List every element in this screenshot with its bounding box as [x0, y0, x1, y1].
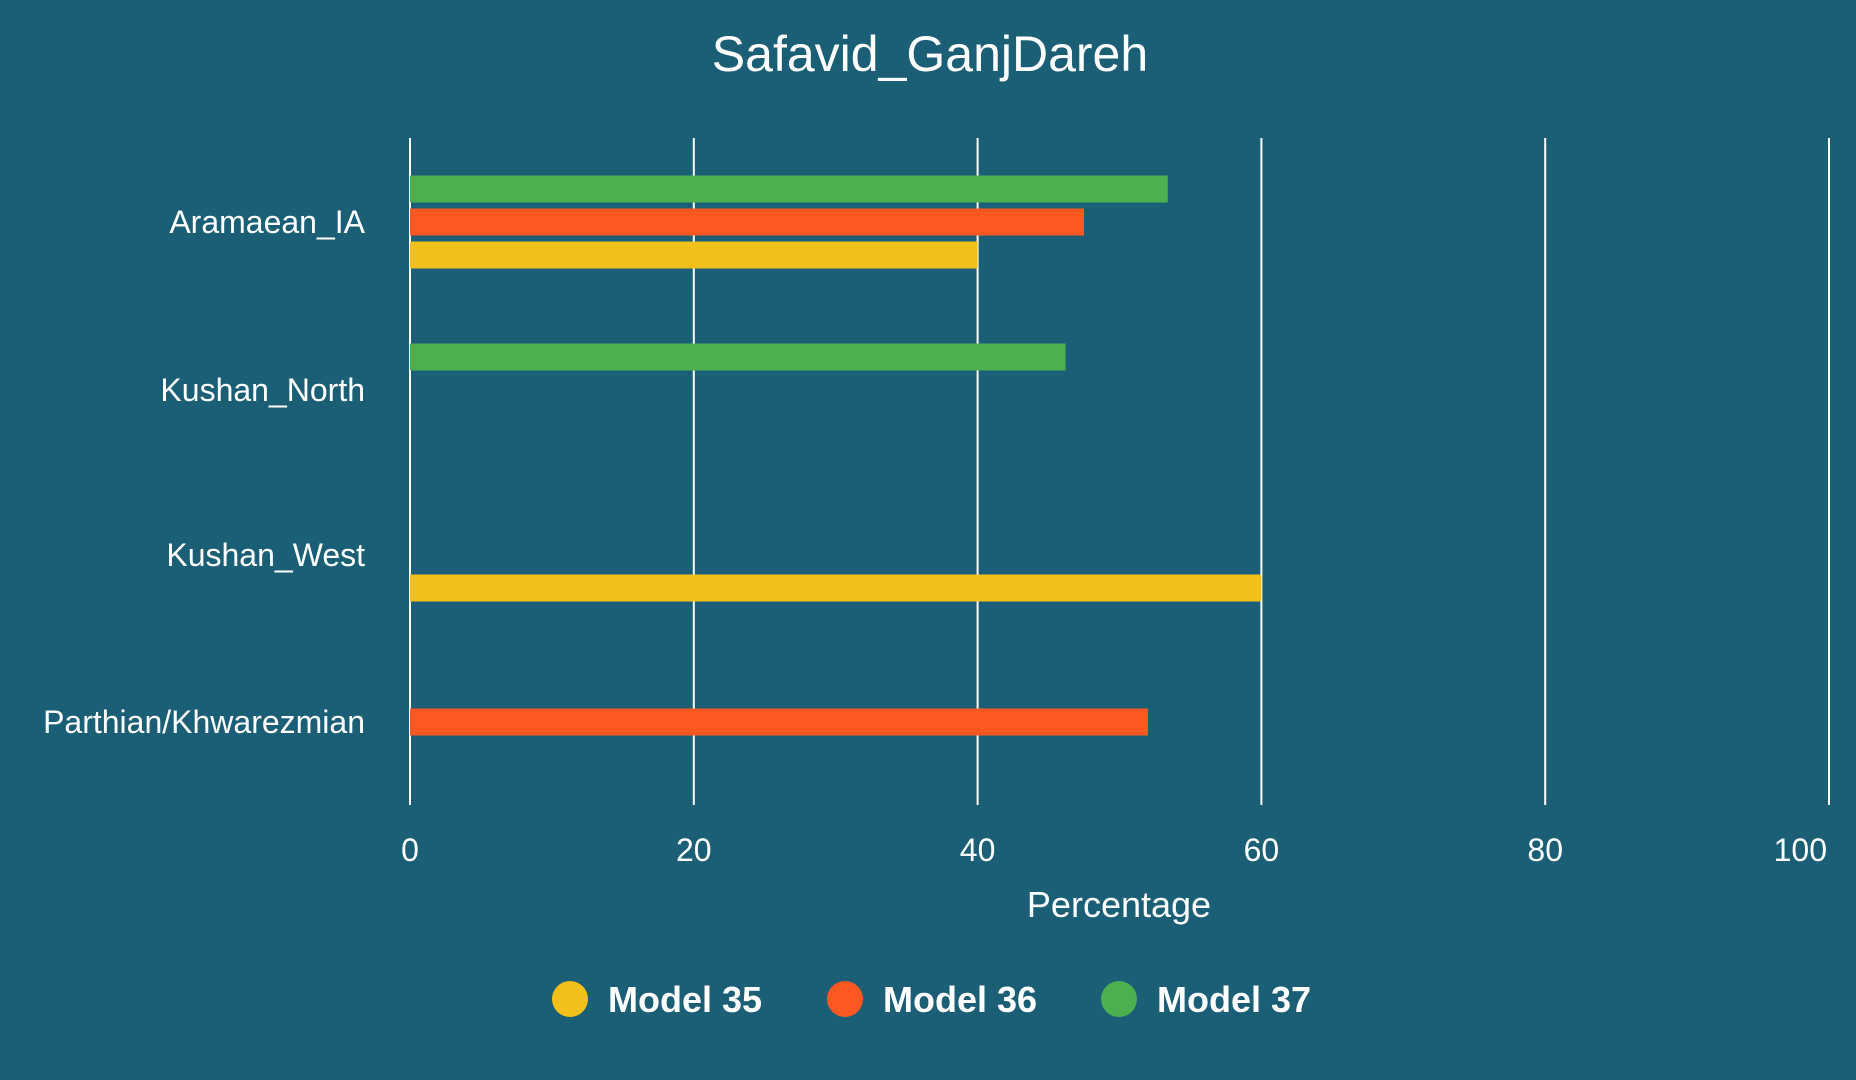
legend-marker	[1101, 981, 1137, 1017]
category-labels: Aramaean_IA Kushan_North Kushan_West Parthi…	[43, 204, 366, 740]
chart-title: Safavid_GanjDareh	[712, 26, 1148, 82]
bar-model-35-kushan-west	[410, 574, 1262, 602]
x-tick-label: 0	[401, 832, 419, 868]
category-label: Aramaean_IA	[169, 204, 365, 240]
x-axis-label: Percentage	[1027, 884, 1211, 925]
bar-model-36-parthian-khwarezmian	[410, 708, 1148, 736]
x-tick-label: 80	[1527, 832, 1563, 868]
bar-model-37-aramaean-ia	[410, 175, 1168, 203]
x-tick-label: 60	[1244, 832, 1280, 868]
x-tick-label: 20	[676, 832, 712, 868]
legend-label: Model 37	[1157, 979, 1311, 1020]
x-tick-label: 100	[1774, 832, 1827, 868]
x-tick-label: 40	[960, 832, 996, 868]
category-label: Parthian/Khwarezmian	[43, 704, 365, 740]
bar-model-36-aramaean-ia	[410, 208, 1085, 236]
legend-label: Model 36	[883, 979, 1037, 1020]
legend-label: Model 35	[608, 979, 762, 1020]
bar-model-37-kushan-north	[410, 343, 1066, 371]
bars	[410, 175, 1262, 736]
x-tick-labels: 0 20 40 60 80 100	[401, 832, 1827, 868]
category-label: Kushan_West	[166, 537, 365, 573]
legend-marker	[552, 981, 588, 1017]
legend: Model 35 Model 36 Model 37	[552, 979, 1311, 1020]
legend-marker	[827, 981, 863, 1017]
category-label: Kushan_North	[160, 372, 365, 408]
bar-model-35-aramaean-ia	[410, 241, 978, 269]
